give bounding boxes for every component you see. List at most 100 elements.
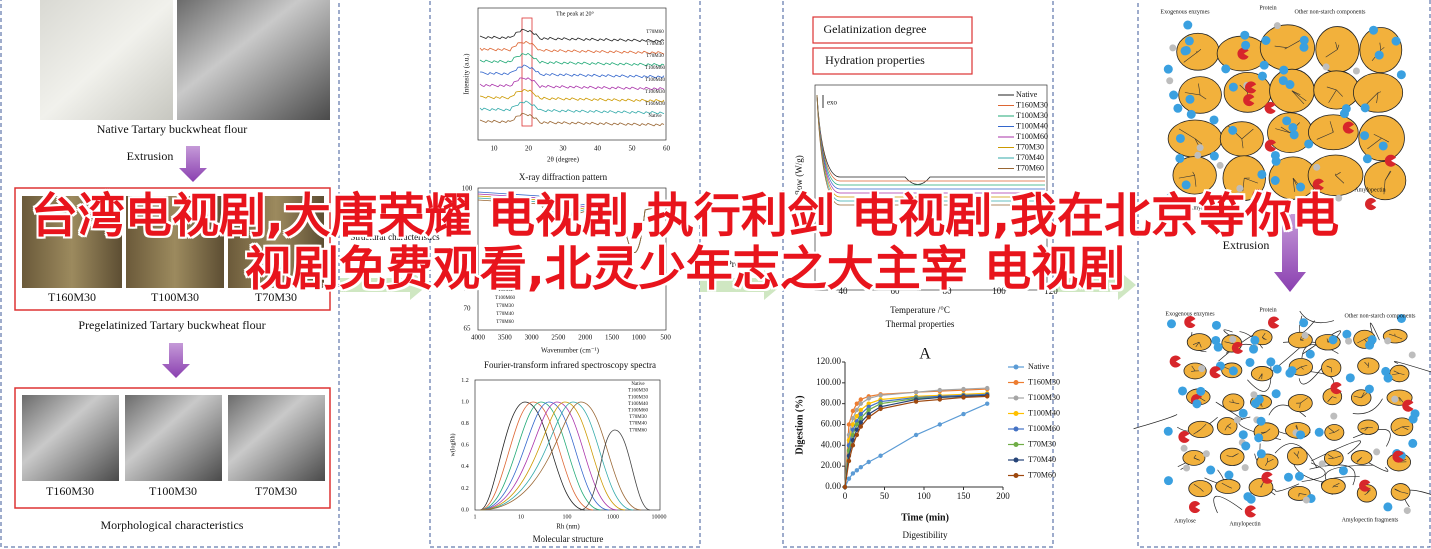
branch bbox=[1260, 431, 1267, 434]
protein bbox=[1169, 90, 1179, 100]
label: 10 bbox=[491, 145, 499, 153]
label: T100M60 bbox=[1016, 132, 1048, 141]
branch bbox=[1265, 461, 1268, 466]
branch bbox=[1360, 392, 1365, 398]
protein bbox=[1163, 476, 1173, 486]
point bbox=[913, 399, 919, 404]
point bbox=[850, 408, 856, 414]
branch bbox=[1191, 365, 1196, 372]
chain bbox=[1352, 429, 1391, 447]
curve bbox=[479, 112, 665, 127]
protein bbox=[1364, 384, 1374, 394]
protein bbox=[1211, 335, 1221, 345]
label: T100M60 bbox=[645, 66, 666, 71]
branch bbox=[1357, 339, 1365, 344]
protein bbox=[1360, 131, 1370, 141]
enzyme bbox=[1384, 154, 1396, 167]
x-tick-label: 150 bbox=[957, 491, 971, 501]
label: Properties bbox=[727, 259, 764, 269]
branch bbox=[1333, 483, 1340, 487]
enzyme bbox=[1267, 316, 1280, 329]
label: Amylopectin bbox=[1229, 521, 1260, 527]
label: T100M60 bbox=[495, 296, 516, 301]
label: 80 bbox=[464, 265, 472, 273]
branch bbox=[1200, 488, 1204, 492]
label: 90 bbox=[464, 225, 472, 233]
overlay-text: 台湾电视剧,大唐荣耀 电视剧,执行利剑 电视剧,我在北京等你电视剧免费观看,北灵… bbox=[30, 189, 1340, 297]
branch bbox=[1193, 454, 1197, 459]
label: T70M30 bbox=[1016, 142, 1044, 151]
branch bbox=[1300, 364, 1308, 368]
branch bbox=[1364, 361, 1369, 367]
chain bbox=[1393, 361, 1431, 373]
branch bbox=[1258, 373, 1263, 380]
protein bbox=[1209, 151, 1219, 161]
label: Other non-starch components bbox=[1345, 313, 1417, 319]
branch bbox=[1328, 432, 1335, 434]
plot-frame bbox=[474, 379, 661, 511]
protein bbox=[1166, 319, 1176, 329]
branch bbox=[1379, 42, 1382, 51]
protein bbox=[1245, 357, 1255, 367]
protein bbox=[1186, 109, 1196, 119]
protein bbox=[1238, 408, 1248, 418]
branch bbox=[1194, 138, 1203, 145]
protein bbox=[1338, 466, 1348, 476]
label: 120 bbox=[1044, 286, 1058, 296]
protein bbox=[1285, 80, 1295, 90]
label: 1000 bbox=[632, 334, 647, 342]
protein bbox=[1249, 344, 1259, 354]
label: Gelatinization degree bbox=[824, 22, 927, 36]
non-starch bbox=[1403, 507, 1411, 515]
branch bbox=[1227, 423, 1232, 427]
legend-marker bbox=[1013, 364, 1019, 370]
branch bbox=[1274, 45, 1288, 48]
protein bbox=[1299, 35, 1309, 45]
point bbox=[866, 401, 871, 406]
legend-label: T100M40 bbox=[1028, 408, 1060, 417]
legend-marker bbox=[1013, 380, 1019, 385]
protein bbox=[1257, 71, 1267, 81]
label: 10000 bbox=[652, 514, 667, 520]
protein bbox=[1410, 409, 1420, 419]
non-starch bbox=[1352, 67, 1360, 75]
y-tick-label: 120.00 bbox=[816, 356, 841, 366]
label: 40 bbox=[839, 286, 849, 296]
label: Native bbox=[1016, 90, 1038, 99]
y-tick-label: 40.00 bbox=[821, 439, 842, 449]
series-line bbox=[844, 393, 988, 488]
branch bbox=[1334, 429, 1340, 433]
label: Thermal properties bbox=[886, 319, 955, 329]
protein bbox=[1369, 25, 1379, 35]
point bbox=[878, 406, 883, 412]
protein bbox=[1296, 182, 1306, 192]
curve bbox=[479, 401, 618, 511]
branch bbox=[1200, 423, 1207, 430]
chain bbox=[1133, 414, 1178, 430]
point bbox=[850, 443, 856, 448]
point bbox=[985, 385, 990, 391]
protein bbox=[1282, 116, 1292, 126]
protein bbox=[1365, 340, 1375, 350]
label: 75 bbox=[464, 285, 472, 293]
photo bbox=[228, 196, 324, 288]
branch bbox=[1332, 396, 1337, 399]
branch bbox=[1198, 83, 1201, 96]
label: Heat flow (W/g) bbox=[794, 155, 804, 214]
branch bbox=[1292, 178, 1295, 192]
branch bbox=[1337, 44, 1340, 50]
legend-marker bbox=[1013, 473, 1019, 478]
sem-image bbox=[228, 395, 325, 481]
label: 60 bbox=[891, 286, 901, 296]
curve bbox=[479, 77, 665, 91]
x-tick-label: 100 bbox=[917, 491, 931, 501]
label: Protein bbox=[1259, 5, 1276, 11]
label: T100M40 bbox=[1016, 121, 1048, 130]
plot-frame bbox=[814, 84, 1048, 291]
protein bbox=[1304, 139, 1314, 149]
point bbox=[961, 386, 966, 392]
red-frame bbox=[14, 387, 331, 509]
branch bbox=[1399, 397, 1401, 402]
label: T160M30 bbox=[1016, 100, 1048, 109]
